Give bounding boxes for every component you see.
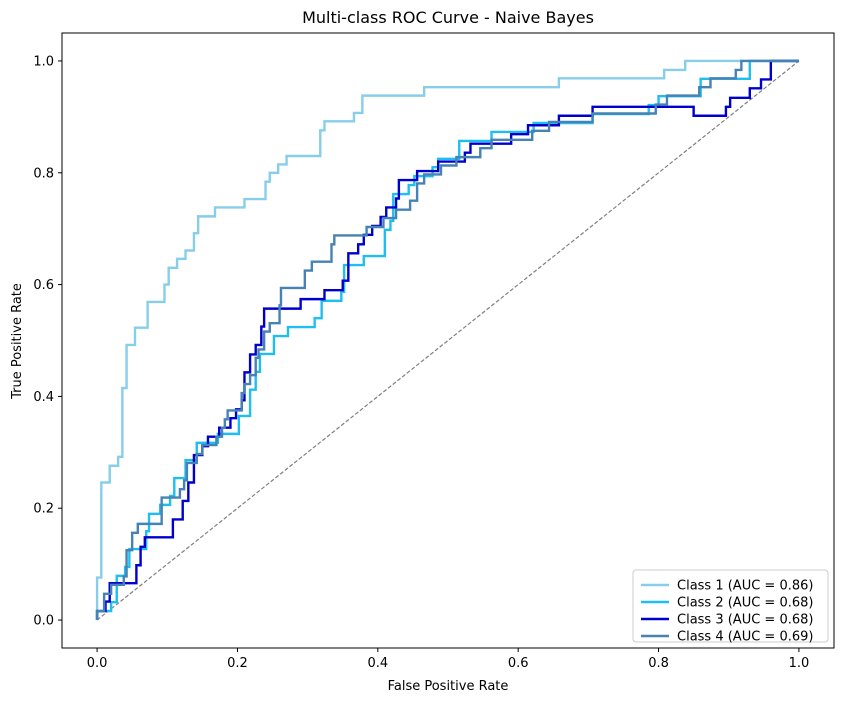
legend-label-class-2: Class 2 (AUC = 0.68) — [677, 596, 813, 611]
roc-line-class-1 — [95, 59, 799, 621]
x-tick-label: 1.0 — [789, 656, 810, 671]
x-axis-label: False Positive Rate — [388, 679, 509, 694]
chart-title: Multi-class ROC Curve - Naive Bayes — [302, 8, 594, 27]
y-tick-label: 1.0 — [33, 54, 54, 69]
y-tick-label: 0.2 — [33, 502, 54, 517]
x-tick-label: 0.6 — [508, 656, 529, 671]
roc-line-class-4 — [95, 59, 799, 621]
y-axis-ticks: 0.0 0.2 0.4 0.6 0.8 1.0 — [33, 54, 62, 629]
plot-frame — [61, 32, 835, 649]
series-layer — [95, 59, 800, 621]
y-tick-label: 0.0 — [33, 614, 54, 629]
legend: Class 1 (AUC = 0.86) Class 2 (AUC = 0.68)… — [632, 569, 829, 645]
reference-diagonal-line — [96, 60, 800, 621]
x-tick-label: 0.4 — [367, 656, 388, 671]
y-tick-label: 0.6 — [33, 278, 54, 293]
plot-area — [61, 32, 835, 649]
y-tick-label: 0.4 — [33, 390, 54, 405]
x-tick-label: 0.8 — [648, 656, 669, 671]
x-tick-label: 0.0 — [87, 656, 108, 671]
y-tick-label: 0.8 — [33, 166, 54, 181]
legend-label-class-1: Class 1 (AUC = 0.86) — [677, 579, 813, 594]
y-axis-label: True Positive Rate — [10, 283, 25, 400]
legend-box — [632, 569, 829, 643]
legend-label-class-3: Class 3 (AUC = 0.68) — [677, 613, 813, 628]
legend-label-class-4: Class 4 (AUC = 0.69) — [677, 630, 813, 645]
roc-line-class-2 — [95, 59, 799, 621]
x-axis-ticks: 0.0 0.2 0.4 0.6 0.8 1.0 — [87, 648, 810, 671]
x-tick-label: 0.2 — [227, 656, 248, 671]
